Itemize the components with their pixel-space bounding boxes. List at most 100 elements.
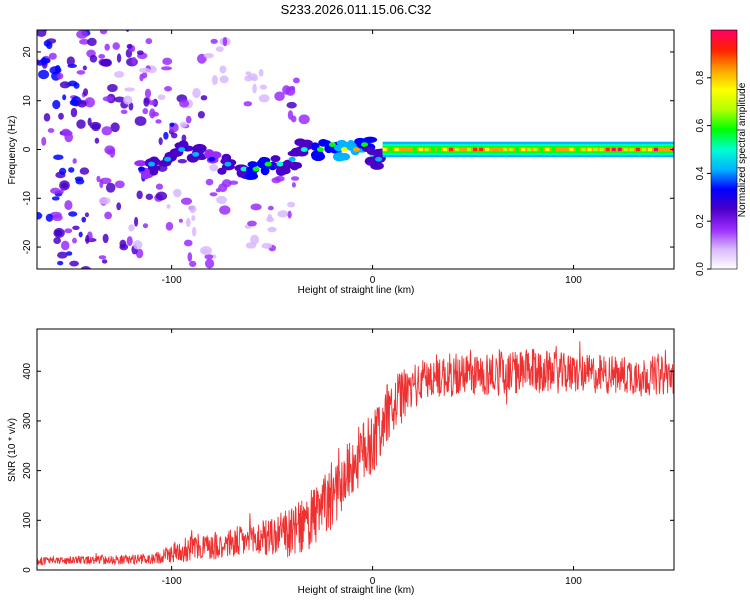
spectrogram-blob	[219, 205, 231, 215]
spectrogram-blob	[191, 215, 196, 221]
spectrogram-ridge-halo	[149, 166, 159, 176]
spectrogram-blob	[80, 273, 85, 280]
spectrogram-blob	[126, 43, 133, 49]
spectrogram-blob	[179, 121, 188, 128]
spectrogram-blob	[128, 102, 134, 111]
spectrogram-blob	[52, 99, 61, 110]
spectrogram-blob	[114, 180, 125, 189]
spectrogram-tone-segment	[533, 147, 538, 152]
spectrogram-blob	[51, 196, 60, 201]
snr-x-label: Height of straight line (km)	[298, 585, 415, 596]
y-tick-label: -10	[22, 191, 33, 206]
spectrogram-blob	[228, 180, 239, 185]
spectrogram-blob	[80, 266, 92, 269]
spectrogram-blob	[166, 204, 171, 209]
spectrogram-blob	[200, 95, 208, 101]
spectrogram-blob	[261, 242, 273, 249]
spectrogram-ridge-core	[276, 161, 284, 167]
spectrogram-blob	[145, 193, 154, 200]
spectrogram-blob	[68, 80, 78, 87]
x-tick-label: -100	[162, 576, 182, 587]
spectrogram-tone-segment	[394, 147, 399, 152]
colorbar-tick-label: 0.2	[695, 214, 706, 228]
spectrogram-blob	[56, 72, 64, 80]
spectrogram-ridge-core	[148, 161, 156, 167]
spectrogram-blob	[290, 176, 300, 181]
spectrogram-blob	[143, 97, 150, 107]
y-tick-label: 300	[22, 412, 33, 429]
spectrogram-tone-segment	[436, 147, 441, 152]
spectrogram-blob	[75, 178, 85, 185]
spectrogram-blob	[200, 246, 213, 256]
spectrogram-blob	[94, 137, 100, 144]
spectrogram-blob	[69, 260, 79, 267]
spectrogram-blob	[135, 248, 144, 259]
spectrogram-blob	[120, 109, 128, 115]
spectrogram-blob	[298, 114, 310, 125]
spectrogram-blob	[59, 81, 71, 89]
spectrogram-blob	[66, 56, 75, 67]
chart-title: S233.2026.011.15.06.C32	[281, 2, 432, 17]
spectrogram-tone-segment	[448, 147, 453, 152]
spectrogram-blob	[197, 110, 205, 119]
spectrogram-blob	[24, 33, 30, 40]
spectrogram-blob	[64, 228, 73, 234]
spectrogram-blob	[243, 101, 253, 107]
spectrogram-blob	[37, 211, 43, 220]
spectrogram-tone-segment	[629, 147, 634, 152]
spectrogram-blob	[245, 71, 252, 76]
spectrogram-blob	[57, 260, 64, 266]
spectrogram-blob	[98, 255, 107, 260]
spectrogram-blob	[219, 65, 227, 74]
snr-background	[37, 329, 674, 570]
spectrogram-tone-segment	[557, 147, 562, 152]
spectrogram-blob	[37, 30, 47, 37]
spectrogram-blob	[126, 30, 127, 31]
y-tick-label: 200	[22, 462, 33, 479]
spectrogram-ridge-halo	[290, 161, 300, 171]
spectrogram-blob	[131, 56, 137, 66]
spectrogram-blob	[84, 97, 95, 108]
x-tick-label: -100	[162, 275, 182, 286]
spectrogram-ridge-halo	[209, 151, 222, 159]
snr-x-ticks: -100 0 100	[162, 329, 582, 587]
spectrogram-blob	[173, 188, 182, 198]
spectrogram-ridge-core	[264, 161, 272, 167]
spectrogram-blob	[37, 59, 41, 66]
spectrogram-blob	[48, 52, 57, 60]
spectrogram-blob	[160, 66, 173, 71]
spectrogram-tone-segment	[418, 147, 423, 152]
spectrogram-tone-segment	[388, 147, 393, 152]
spectrogram-ridge-core	[328, 142, 336, 148]
spectrogram-tone-segment	[521, 147, 526, 152]
spectrogram-blob	[250, 203, 262, 211]
spectrogram-blob	[78, 231, 83, 238]
spectrogram-tone-segment	[641, 147, 646, 152]
snr-y-ticks: 0 100 200 300 400	[22, 362, 674, 573]
spectrogram-blob	[41, 136, 47, 146]
spectrogram-blob	[157, 94, 166, 100]
spectrogram-blob	[113, 70, 125, 78]
spectrogram-blob	[192, 87, 201, 99]
spectrogram-tone-segment	[412, 147, 417, 152]
spectrogram-tone-segment	[593, 147, 598, 152]
spectrogram-tone-segment	[635, 147, 640, 152]
colorbar-gradient	[710, 29, 738, 270]
spectrogram-blob	[215, 46, 224, 53]
spectrogram-blob	[185, 115, 192, 124]
spectrogram-ridge-halo	[247, 161, 259, 168]
spectrogram-blob	[62, 94, 67, 101]
spectrogram-blob	[133, 240, 143, 250]
spectrogram-blob	[165, 221, 174, 231]
spectrogram-tone-segment	[563, 147, 568, 152]
spectrogram-blob	[258, 69, 264, 77]
spectrogram-blob	[102, 96, 114, 102]
spectrogram-blob	[82, 65, 87, 71]
spectrogram-blob	[267, 226, 277, 233]
spectrogram-ridge-core	[316, 147, 324, 152]
spectrogram-blob	[107, 84, 118, 93]
spectrogram-tone-segment	[551, 147, 556, 152]
spectrogram-blob	[114, 96, 126, 103]
colorbar-ticks: 0.0 0.2 0.4 0.6 0.8	[695, 70, 711, 276]
spectrogram-blob	[251, 76, 258, 82]
